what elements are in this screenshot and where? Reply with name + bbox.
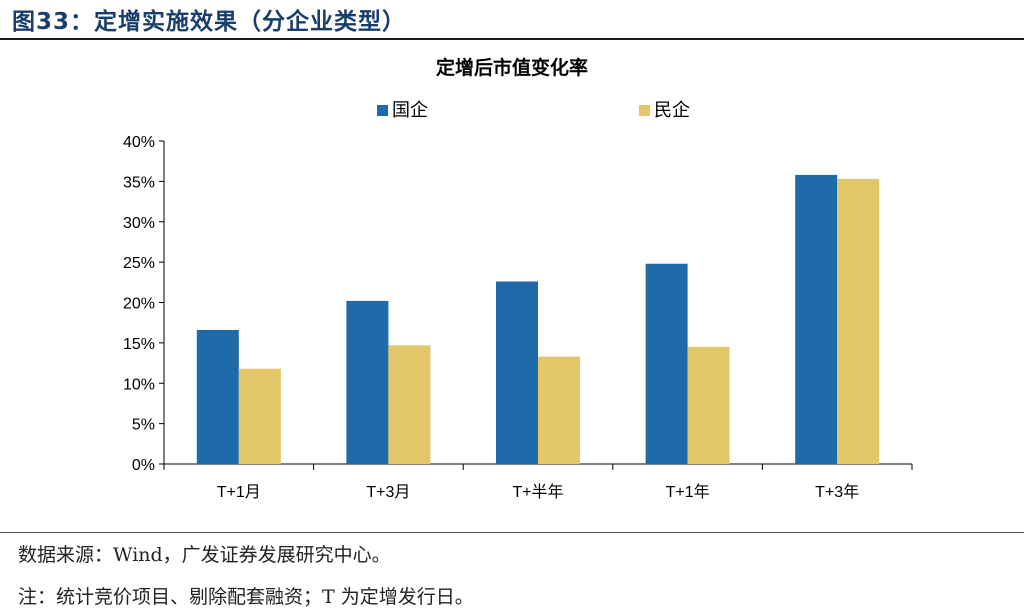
top-rule <box>0 38 1024 40</box>
y-tick-label: 0% <box>132 457 155 474</box>
bar-民企-T+1年 <box>687 346 730 464</box>
bar-国企-T+半年 <box>496 281 538 464</box>
bar-国企-T+3月 <box>346 300 389 464</box>
x-tick-label: T+3月 <box>366 484 410 501</box>
x-tick-label: T+1年 <box>666 483 710 501</box>
source-note: 数据来源：Wind，广发证券发展研究中心。 <box>18 544 391 566</box>
y-tick-label: 20% <box>123 296 155 313</box>
legend-label-1: 国企 <box>392 100 428 121</box>
x-tick-label: T+1月 <box>217 484 261 501</box>
bar-国企-T+3年 <box>795 174 838 465</box>
y-tick-label: 30% <box>123 215 155 232</box>
bar-国企-T+1年 <box>645 263 688 464</box>
bar-民企-T+3月 <box>388 345 431 464</box>
y-tick-label: 35% <box>123 174 155 191</box>
x-tick-label: T+3年 <box>815 483 859 501</box>
footnote: 注：统计竞价项目、剔除配套融资；T 为定增发行日。 <box>18 586 474 608</box>
bar-民企-T+3年 <box>837 178 880 464</box>
y-tick-label: 10% <box>123 376 155 393</box>
x-tick-label: T+半年 <box>512 483 563 501</box>
legend-swatch-2 <box>639 105 650 116</box>
y-tick-label: 25% <box>123 255 155 272</box>
bar-民企-T+半年 <box>538 356 580 464</box>
bar-民企-T+1月 <box>238 368 281 464</box>
figure-title: 图33：定增实施效果（分企业类型） <box>12 9 407 35</box>
y-tick-label: 5% <box>132 417 155 434</box>
bar-国企-T+1月 <box>196 329 239 464</box>
y-tick-label: 40% <box>123 134 155 151</box>
y-tick-label: 15% <box>123 336 155 353</box>
chart-title: 定增后市值变化率 <box>436 56 588 79</box>
bottom-rule <box>0 532 1024 533</box>
legend-label-2: 民企 <box>654 100 690 121</box>
legend-swatch-1 <box>377 105 388 116</box>
